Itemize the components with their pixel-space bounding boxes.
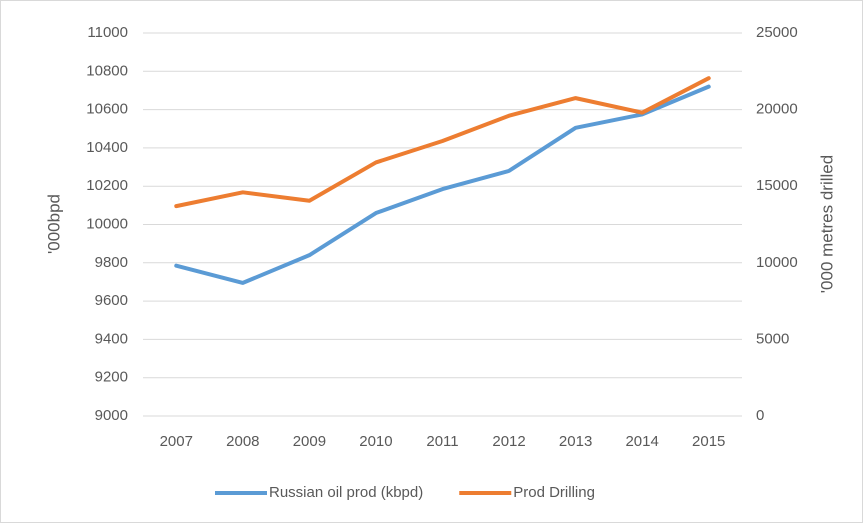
x-tick-label: 2007 — [160, 433, 193, 450]
y2-tick-label: 10000 — [756, 254, 798, 271]
y-tick-label: 9400 — [95, 330, 128, 347]
y2-tick-label: 5000 — [756, 330, 789, 347]
x-tick-label: 2015 — [692, 433, 725, 450]
y2-tick-label: 25000 — [756, 24, 798, 41]
x-tick-label: 2013 — [559, 433, 592, 450]
y-tick-label: 9800 — [95, 254, 128, 271]
series-line — [174, 84, 711, 285]
legend-label: Prod Drilling — [513, 484, 595, 501]
y2-tick-label: 0 — [756, 407, 764, 424]
y2-tick-label: 20000 — [756, 101, 798, 118]
x-tick-label: 2009 — [293, 433, 326, 450]
y-tick-label: 10800 — [86, 62, 128, 79]
y-tick-label: 9000 — [95, 407, 128, 424]
y-tick-label: 9600 — [95, 292, 128, 309]
y-tick-label: 10400 — [86, 139, 128, 156]
x-tick-label: 2012 — [492, 433, 525, 450]
y-tick-label: 10200 — [86, 177, 128, 194]
y-tick-label: 10600 — [86, 101, 128, 118]
y-axis-title: '000bpd — [44, 194, 63, 254]
y2-axis-title: '000 metres drilled — [817, 155, 836, 293]
x-tick-label: 2010 — [359, 433, 392, 450]
y-tick-label: 11000 — [87, 24, 128, 41]
y-tick-label: 10000 — [86, 215, 128, 232]
x-tick-label: 2011 — [426, 433, 458, 450]
series-line — [174, 76, 711, 209]
legend-label: Russian oil prod (kbpd) — [269, 484, 423, 501]
x-tick-label: 2014 — [625, 433, 658, 450]
y2-tick-label: 15000 — [756, 177, 798, 194]
x-tick-label: 2008 — [226, 433, 259, 450]
y-tick-label: 9200 — [95, 369, 128, 386]
